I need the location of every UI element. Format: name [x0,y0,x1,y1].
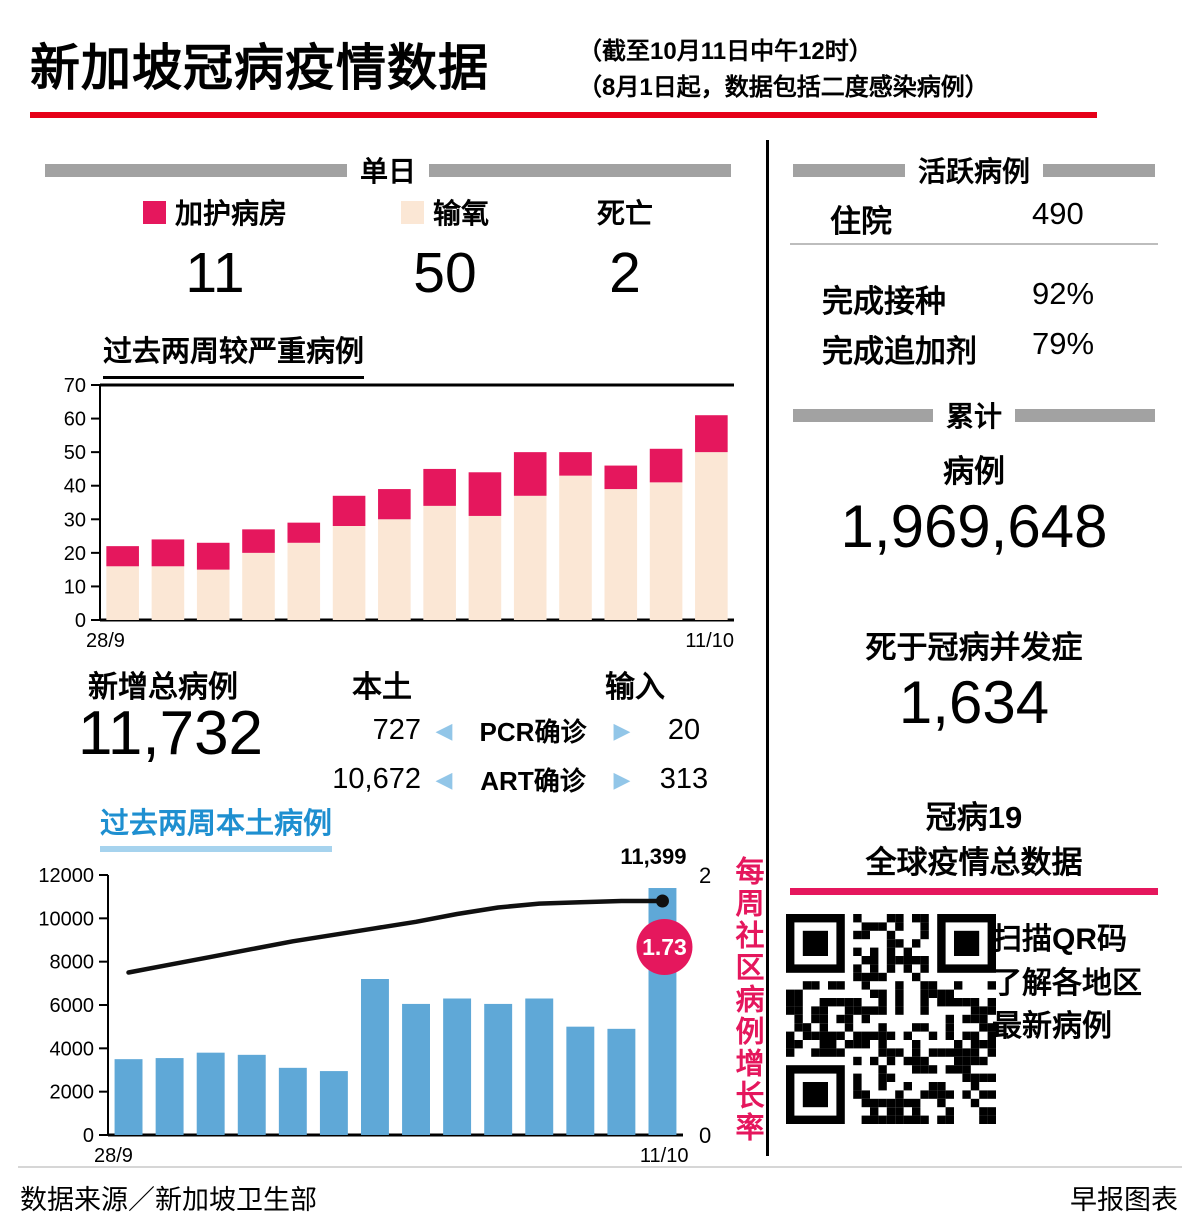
cumulative-deaths-label: 死于冠病并发症 [865,630,1083,665]
column-divider [766,140,769,1156]
active-row-divider [790,243,1158,245]
severe-cases-chart-title: 过去两周较严重病例 [103,328,365,379]
header-rule-left [793,408,933,422]
title-underline [30,112,1097,118]
local-cases-chart-title: 过去两周本土病例 [100,800,333,852]
qr-caption-line1: 扫描QR码 [992,923,1127,956]
booster-label: 完成追加剂 [822,334,977,369]
data-scope-note: （8月1日起，数据包括二度感染病例） [578,74,989,101]
svg-text:8000: 8000 [50,952,95,974]
header-rule-right [1043,163,1156,177]
hospitalized-value: 490 [1032,196,1084,231]
arrow-right-icon: ▶ [613,717,631,743]
svg-text:10000: 10000 [38,908,94,930]
global-title-line1: 冠病19 [925,800,1023,835]
svg-text:11,399: 11,399 [620,848,686,869]
svg-text:50: 50 [64,442,86,464]
growth-rate-axis-label: 每周社区病例增长率 [731,856,763,1144]
svg-text:11/10: 11/10 [685,630,734,652]
cumulative-section-label: 累计 [946,401,1003,432]
icu-value: 11 [185,241,245,305]
header-rule-left [45,163,347,177]
global-data-title: 冠病19 全球疫情总数据 [790,796,1158,886]
svg-text:4000: 4000 [50,1038,95,1060]
oxygen-swatch-icon [400,200,424,224]
local-cases-chart: 12000100008000600040002000011,3991.73202… [38,848,711,1167]
arrow-left-icon: ◀ [435,766,453,792]
icu-label: 加护病房 [174,198,287,229]
cumulative-cases-label: 病例 [943,454,1005,489]
cumulative-section-header: 累计 [793,395,1156,435]
oxygen-label: 输氧 [432,198,489,229]
svg-text:60: 60 [64,409,86,431]
daily-section-label: 单日 [360,156,417,187]
data-source: 数据来源／新加坡卫生部 [20,1185,317,1215]
footer-divider [18,1166,1182,1168]
icu-swatch-icon [142,200,166,224]
header-rule-right [429,163,732,177]
active-section-label: 活跃病例 [918,156,1031,187]
report-subtitle: （截至10月11日中午12时） （8月1日起，数据包括二度感染病例） [578,34,989,106]
svg-text:30: 30 [64,509,86,531]
new-cases-label: 新增总病例 [88,671,238,704]
vaccinated-value: 92% [1032,276,1095,311]
svg-text:0: 0 [83,1125,94,1147]
svg-text:12000: 12000 [38,865,94,887]
local-art-value: 10,672 [332,763,421,795]
svg-text:0: 0 [75,610,86,632]
svg-text:28/9: 28/9 [94,1145,133,1167]
oxygen-legend: 输氧 [350,192,540,232]
severe-cases-chart: 70 60 50 40 30 20 10 028/9 11/10 [64,375,734,652]
global-section-rule [790,888,1158,895]
oxygen-value: 50 [413,241,477,305]
qr-caption-line2: 了解各地区 [992,966,1142,1000]
svg-text:0: 0 [699,1123,711,1148]
local-pcr-value: 727 [372,714,421,746]
deaths-legend: 死亡 [545,192,705,232]
new-cases-value: 11,732 [78,699,264,768]
svg-text:20: 20 [64,543,86,565]
cumulative-cases-value: 1,969,648 [840,493,1108,560]
header-rule-left [793,163,905,177]
page-title: 新加坡冠病疫情数据 [30,40,489,96]
chart-credit: 早报图表 [1070,1185,1178,1215]
svg-text:10: 10 [64,576,86,598]
qr-code [786,914,996,1124]
deaths-label: 死亡 [596,198,653,229]
booster-value: 79% [1032,326,1095,361]
deaths-stat: 死亡 2 [545,192,705,306]
deaths-value: 2 [609,241,641,305]
as-of-note: （截至10月11日中午12时） [578,38,873,65]
local-column-header: 本土 [352,671,412,704]
icu-stat: 加护病房 11 [110,192,320,306]
svg-text:2: 2 [699,863,711,888]
svg-text:70: 70 [64,375,86,397]
imported-pcr-value: 20 [667,714,701,746]
pcr-test-label: PCR确诊 [479,717,587,747]
svg-text:28/9: 28/9 [86,630,125,652]
art-test-label: ART确诊 [480,766,586,796]
arrow-right-icon: ▶ [613,766,631,792]
oxygen-stat: 输氧 50 [350,192,540,306]
imported-art-value: 313 [659,763,709,795]
svg-text:1.73: 1.73 [642,934,687,960]
global-title-line2: 全球疫情总数据 [865,844,1083,880]
active-section-header: 活跃病例 [793,150,1156,190]
daily-section-header: 单日 [45,150,732,190]
svg-text:6000: 6000 [50,995,95,1017]
imported-column-header: 输入 [605,671,665,704]
header-rule-right [1015,408,1156,422]
vaccinated-label: 完成接种 [822,284,946,319]
qr-caption-line3: 最新病例 [992,1010,1112,1043]
hospitalized-label: 住院 [830,204,892,239]
case-breakdown-table: 727 ◀ PCR确诊 ▶ 20 10,672 ◀ ART确诊 ▶ 313 [303,712,723,798]
icu-legend: 加护病房 [110,192,320,232]
cumulative-deaths-value: 1,634 [898,669,1050,736]
qr-caption: 扫描QR码 了解各地区 最新病例 [992,918,1142,1049]
svg-text:11/10: 11/10 [640,1145,689,1167]
arrow-left-icon: ◀ [435,717,453,743]
svg-text:40: 40 [64,476,86,498]
svg-text:2000: 2000 [50,1082,95,1104]
